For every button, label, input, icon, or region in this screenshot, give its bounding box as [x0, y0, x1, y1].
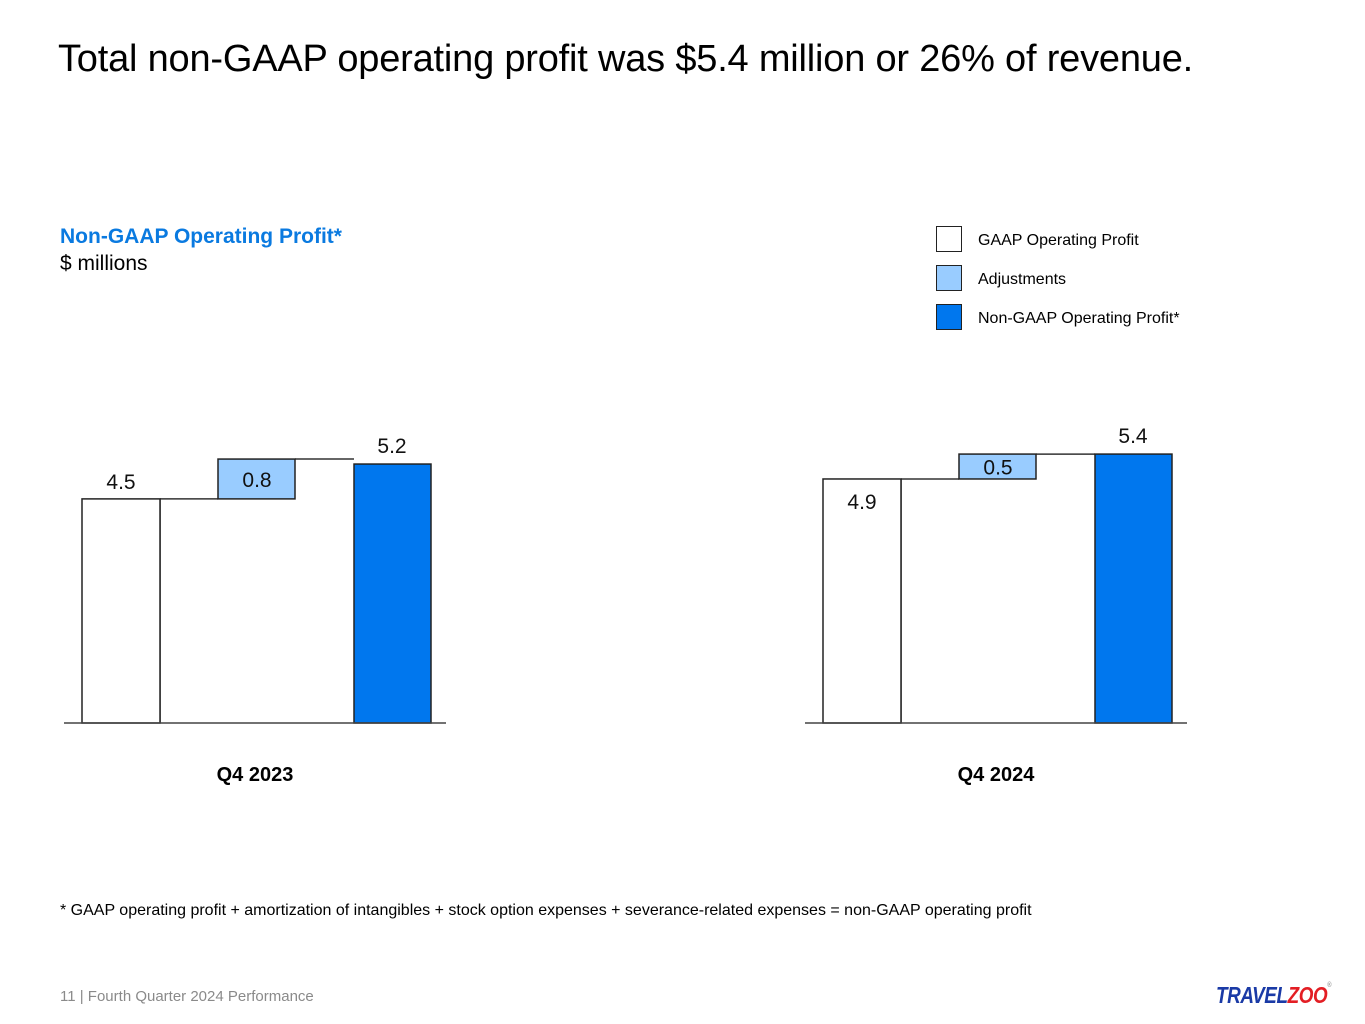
bar-non-gaap — [1094, 453, 1173, 724]
footnote: * GAAP operating profit + amortization o… — [60, 902, 1032, 919]
x-axis-label: Q4 2024 — [958, 764, 1036, 786]
legend-swatch-gaap — [936, 226, 962, 252]
bar-adjustments — [958, 453, 1037, 480]
legend-swatch-non-gaap — [936, 304, 962, 330]
bar-gaap — [81, 498, 161, 724]
travelzoo-logo: TRAVELZOO® — [1216, 982, 1332, 1008]
data-label-adjustments: 0.8 — [242, 469, 271, 492]
data-label-non-gaap: 5.2 — [377, 435, 406, 458]
units-label: $ millions — [60, 252, 148, 275]
bar-non-gaap — [353, 463, 432, 724]
legend-label: GAAP Operating Profit — [978, 232, 1139, 249]
legend-label: Non-GAAP Operating Profit* — [978, 310, 1180, 327]
chart-subtitle: Non-GAAP Operating Profit* — [60, 225, 342, 248]
x-axis-label: Q4 2023 — [217, 764, 294, 786]
legend-swatch-adjustments — [936, 265, 962, 291]
data-label-gaap: 4.5 — [106, 471, 135, 494]
data-label-gaap: 4.9 — [847, 491, 876, 514]
footer-page-label: 11 | Fourth Quarter 2024 Performance — [60, 988, 314, 1005]
bar-gaap — [822, 478, 902, 724]
slide-title: Total non-GAAP operating profit was $5.4… — [58, 38, 1193, 80]
data-label-adjustments: 0.5 — [983, 457, 1012, 480]
data-label-non-gaap: 5.4 — [1118, 425, 1148, 448]
bar-adjustments — [217, 458, 296, 500]
legend-label: Adjustments — [978, 271, 1067, 288]
